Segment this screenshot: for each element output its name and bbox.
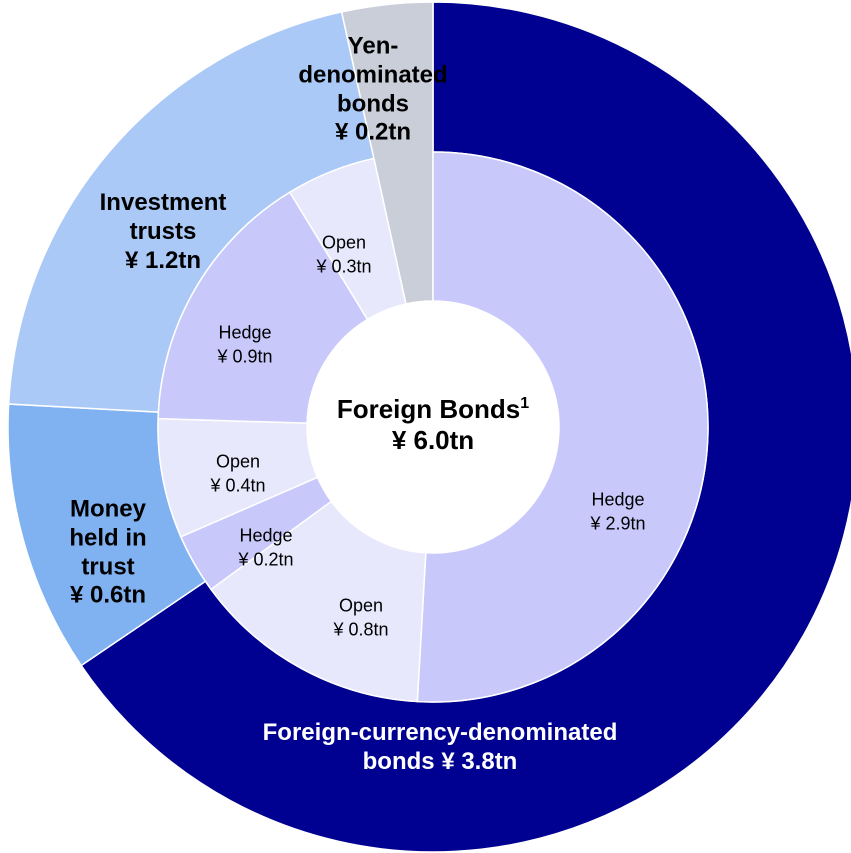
outer-label: Money held in trust ¥ 0.6tn [43, 495, 173, 610]
category-name: Money held in trust [69, 495, 147, 580]
value-label: ¥ 0.8tn [333, 620, 389, 640]
inner-segment [416, 151, 709, 703]
inner-label: Open ¥ 0.8tn [301, 594, 421, 643]
category-name: Hedge [218, 322, 272, 343]
category-name: Foreign-currency-denominated bonds [262, 719, 618, 775]
value-label: ¥ 0.3tn [316, 257, 372, 277]
category-name: Open [338, 595, 384, 616]
footnote-marker: 1 [520, 395, 530, 413]
outer-label: Investment trusts ¥ 1.2tn [63, 189, 263, 275]
inner-label: Open ¥ 0.4tn [178, 450, 298, 499]
value-label: ¥ 0.4tn [210, 476, 266, 496]
value-label: ¥ 1.2tn [124, 246, 202, 274]
category-name: Yen-denominated bonds [298, 32, 448, 117]
value-label: ¥ 0.9tn [217, 347, 273, 367]
category-name: Hedge [239, 525, 293, 546]
value-label: ¥ 0.2tn [334, 118, 412, 146]
center-title: Foreign Bonds [336, 393, 521, 424]
outer-label: Yen-denominated bonds ¥ 0.2tn [283, 32, 463, 147]
category-name: Open [321, 232, 367, 253]
inner-label: Open ¥ 0.3tn [284, 231, 404, 280]
inner-label: Hedge ¥ 0.2tn [206, 524, 326, 573]
category-name: Hedge [591, 489, 645, 510]
inner-label: Hedge ¥ 2.9tn [558, 488, 678, 537]
center-label: Foreign Bonds1 ¥ 6.0tn [337, 394, 529, 456]
value-label: ¥ 0.2tn [238, 550, 294, 570]
inner-label: Hedge ¥ 0.9tn [185, 321, 305, 370]
center-hole [307, 301, 559, 553]
center-value: ¥ 6.0tn [391, 425, 475, 455]
value-label: ¥ 2.9tn [590, 514, 646, 534]
category-name: Investment trusts [99, 188, 227, 245]
outer-label: Foreign-currency-denominated bonds ¥ 3.8… [260, 719, 620, 777]
category-name: Open [215, 451, 261, 472]
value-label: ¥ 3.8tn [441, 748, 518, 775]
value-label: ¥ 0.6tn [69, 581, 147, 609]
